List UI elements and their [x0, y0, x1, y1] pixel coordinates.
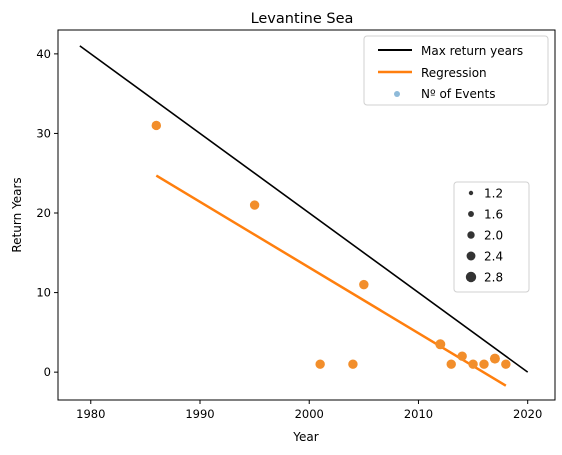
- legend-max-line-label: Max return years: [421, 44, 523, 58]
- event-point-10: [490, 354, 500, 364]
- event-point-7: [457, 352, 466, 361]
- size-legend-label-2: 2.0: [484, 229, 503, 243]
- event-point-8: [468, 359, 477, 368]
- x-tick-label-2000: 2000: [295, 407, 324, 421]
- y-tick-label-20: 20: [36, 206, 51, 220]
- event-point-0: [152, 121, 161, 130]
- size-legend-label-3: 2.4: [484, 250, 503, 264]
- legend-size: 1.2 1.6 2.0 2.4 2.8: [454, 182, 529, 292]
- chart-title: Levantine Sea: [251, 11, 354, 27]
- x-tick-label-2020: 2020: [513, 407, 542, 421]
- y-axis-label: Return Years: [10, 177, 24, 252]
- y-tick-label-30: 30: [36, 126, 51, 140]
- event-point-4: [359, 280, 368, 289]
- x-tick-label-2010: 2010: [404, 407, 433, 421]
- size-legend-marker-1: [468, 211, 474, 217]
- y-tick-label-10: 10: [36, 286, 51, 300]
- x-tick-label-1980: 1980: [76, 407, 105, 421]
- size-legend-marker-4: [466, 272, 476, 282]
- regression-line: [156, 176, 506, 386]
- event-point-5: [435, 339, 445, 349]
- event-point-6: [447, 359, 456, 368]
- size-legend-marker-2: [467, 231, 474, 238]
- size-legend-label-4: 2.8: [484, 271, 503, 285]
- y-tick-label-0: 0: [44, 365, 51, 379]
- event-point-1: [250, 200, 259, 209]
- y-tick-label-40: 40: [36, 47, 51, 61]
- event-point-3: [348, 359, 357, 368]
- size-legend-label-1: 1.6: [484, 208, 503, 222]
- x-axis-label: Year: [292, 430, 318, 444]
- event-point-2: [315, 359, 324, 368]
- legend-regression-label: Regression: [421, 66, 487, 80]
- legend-events-label: Nº of Events: [421, 87, 495, 101]
- event-point-11: [501, 359, 510, 368]
- size-legend-label-0: 1.2: [484, 187, 503, 201]
- event-point-9: [479, 359, 488, 368]
- legend-main: Max return years Regression Nº of Events: [364, 36, 548, 105]
- x-tick-label-1990: 1990: [185, 407, 214, 421]
- size-legend-marker-0: [469, 191, 473, 195]
- legend-events-swatch: [394, 91, 400, 97]
- size-legend-marker-3: [467, 252, 476, 261]
